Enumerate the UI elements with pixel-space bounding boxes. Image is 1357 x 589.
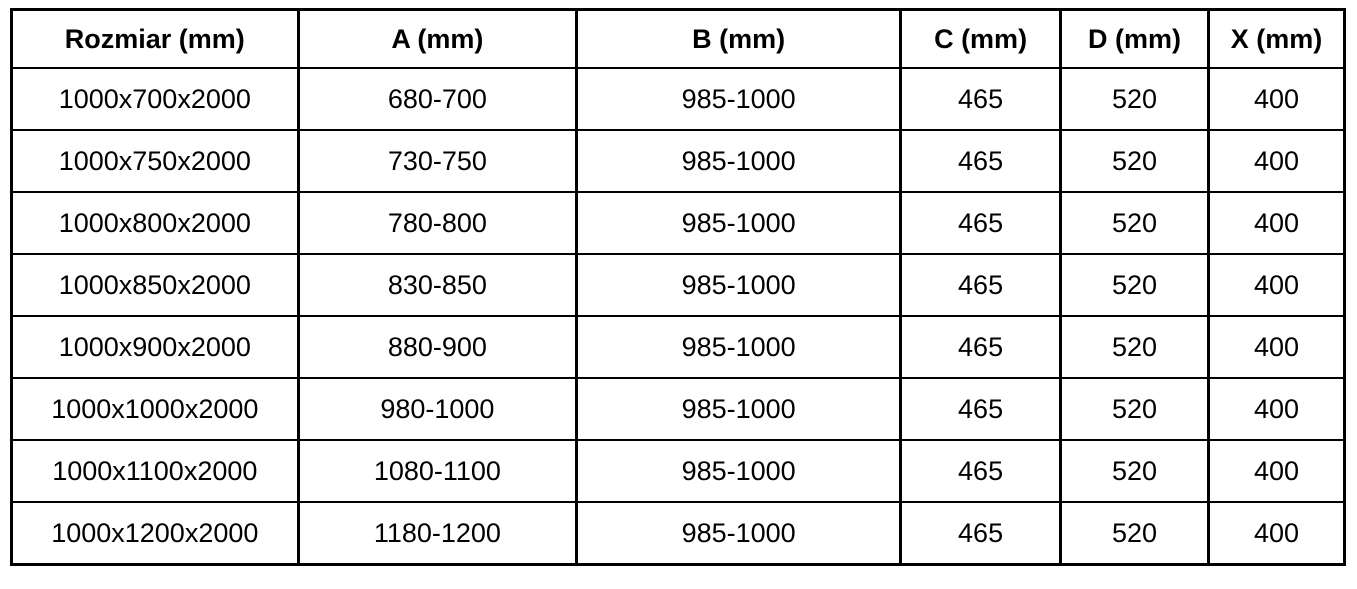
header-row: Rozmiar (mm) A (mm) B (mm) C (mm) D (mm)… [10,8,1346,69]
table-cell: 520 [1059,501,1210,566]
table-cell: 1000x1000x2000 [10,377,300,441]
col-header-a: A (mm) [296,8,579,69]
table-cell: 830-850 [296,253,579,317]
table-row: 1000x900x2000 880-900 985-1000 465 520 4… [10,315,1346,379]
table-cell: 1000x1200x2000 [10,501,300,566]
table-cell: 985-1000 [575,439,903,503]
table-cell: 465 [899,67,1063,131]
table-cell: 520 [1059,253,1210,317]
table-cell: 520 [1059,315,1210,379]
table-cell: 1000x1100x2000 [10,439,300,503]
table-cell: 400 [1207,501,1346,566]
table-cell: 1000x750x2000 [10,129,300,193]
col-header-rozmiar: Rozmiar (mm) [10,8,300,69]
col-header-c: C (mm) [899,8,1063,69]
table-row: 1000x750x2000 730-750 985-1000 465 520 4… [10,129,1346,193]
table-row: 1000x800x2000 780-800 985-1000 465 520 4… [10,191,1346,255]
table-cell: 400 [1207,253,1346,317]
table-cell: 730-750 [296,129,579,193]
table-cell: 520 [1059,129,1210,193]
table-cell: 1000x800x2000 [10,191,300,255]
table-cell: 1080-1100 [296,439,579,503]
table-cell: 985-1000 [575,315,903,379]
table-cell: 780-800 [296,191,579,255]
table-cell: 985-1000 [575,501,903,566]
table-cell: 400 [1207,191,1346,255]
size-spec-table: Rozmiar (mm) A (mm) B (mm) C (mm) D (mm)… [10,8,1346,566]
table-cell: 980-1000 [296,377,579,441]
table-cell: 520 [1059,67,1210,131]
table-row: 1000x1200x2000 1180-1200 985-1000 465 52… [10,501,1346,566]
col-header-d: D (mm) [1059,8,1210,69]
table-header: Rozmiar (mm) A (mm) B (mm) C (mm) D (mm)… [10,8,1346,69]
table-cell: 985-1000 [575,191,903,255]
table-cell: 985-1000 [575,129,903,193]
col-header-x: X (mm) [1207,8,1346,69]
table-cell: 465 [899,315,1063,379]
table-row: 1000x1000x2000 980-1000 985-1000 465 520… [10,377,1346,441]
table-cell: 985-1000 [575,377,903,441]
table-cell: 985-1000 [575,253,903,317]
table-cell: 465 [899,501,1063,566]
table-cell: 880-900 [296,315,579,379]
table-cell: 465 [899,253,1063,317]
table-body: 1000x700x2000 680-700 985-1000 465 520 4… [10,67,1346,566]
table-cell: 400 [1207,315,1346,379]
table-cell: 1000x850x2000 [10,253,300,317]
table-cell: 465 [899,439,1063,503]
table-row: 1000x700x2000 680-700 985-1000 465 520 4… [10,67,1346,131]
table-cell: 465 [899,129,1063,193]
table-cell: 465 [899,191,1063,255]
table-cell: 1000x700x2000 [10,67,300,131]
table-cell: 1180-1200 [296,501,579,566]
table-cell: 520 [1059,377,1210,441]
table-cell: 1000x900x2000 [10,315,300,379]
table-wrapper: Rozmiar (mm) A (mm) B (mm) C (mm) D (mm)… [10,8,1346,566]
table-cell: 400 [1207,439,1346,503]
table-cell: 400 [1207,377,1346,441]
table-cell: 680-700 [296,67,579,131]
col-header-b: B (mm) [575,8,903,69]
table-row: 1000x1100x2000 1080-1100 985-1000 465 52… [10,439,1346,503]
table-cell: 465 [899,377,1063,441]
table-cell: 400 [1207,67,1346,131]
table-row: 1000x850x2000 830-850 985-1000 465 520 4… [10,253,1346,317]
table-cell: 520 [1059,439,1210,503]
table-cell: 400 [1207,129,1346,193]
table-cell: 520 [1059,191,1210,255]
table-cell: 985-1000 [575,67,903,131]
